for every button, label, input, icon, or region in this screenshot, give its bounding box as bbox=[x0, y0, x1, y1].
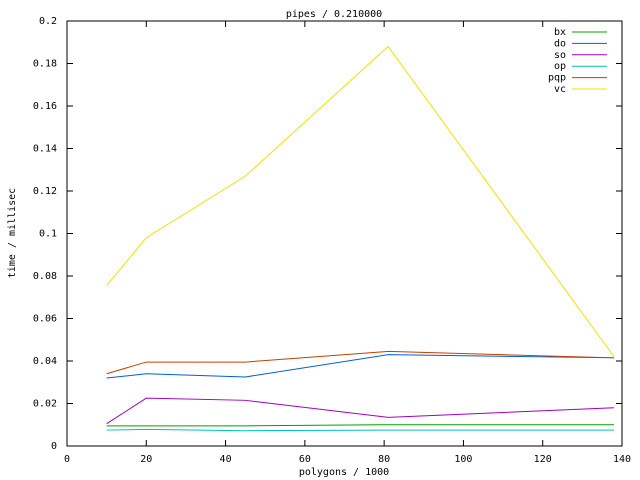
x-tick-label: 0 bbox=[64, 454, 70, 465]
legend-label: op bbox=[554, 61, 566, 72]
legend-label: so bbox=[554, 50, 566, 61]
series-line bbox=[106, 354, 615, 379]
legend-label: bx bbox=[554, 27, 566, 38]
y-tick-label: 0.12 bbox=[33, 186, 57, 197]
y-tick-label: 0.1 bbox=[39, 229, 57, 240]
y-tick-label: 0.02 bbox=[33, 399, 57, 410]
chart-title: pipes / 0.210000 bbox=[286, 9, 382, 20]
x-tick-label: 140 bbox=[613, 454, 631, 465]
series-line bbox=[106, 424, 615, 427]
plot-border bbox=[66, 20, 623, 447]
legend-label: vc bbox=[554, 84, 566, 95]
series-line bbox=[106, 428, 615, 432]
legend-label: pqp bbox=[548, 73, 566, 84]
y-tick-label: 0.2 bbox=[39, 16, 57, 27]
legend-label: do bbox=[554, 38, 566, 49]
x-tick-label: 40 bbox=[220, 454, 232, 465]
x-tick-label: 100 bbox=[454, 454, 472, 465]
y-tick-label: 0.06 bbox=[33, 314, 57, 325]
y-tick-label: 0.14 bbox=[33, 144, 57, 155]
series-line bbox=[106, 397, 615, 425]
y-tick-label: 0.16 bbox=[33, 101, 57, 112]
y-tick-label: 0.08 bbox=[33, 271, 57, 282]
y-tick-label: 0 bbox=[51, 441, 57, 452]
x-tick-label: 120 bbox=[534, 454, 552, 465]
series-line bbox=[106, 45, 615, 358]
y-axis-label: time / millisec bbox=[7, 188, 18, 278]
x-tick-label: 20 bbox=[140, 454, 152, 465]
y-tick-label: 0.18 bbox=[33, 59, 57, 70]
x-axis-label: polygons / 1000 bbox=[299, 467, 389, 478]
y-tick-label: 0.04 bbox=[33, 356, 57, 367]
x-tick-label: 60 bbox=[299, 454, 311, 465]
series-line bbox=[106, 350, 615, 375]
x-tick-label: 80 bbox=[378, 454, 390, 465]
